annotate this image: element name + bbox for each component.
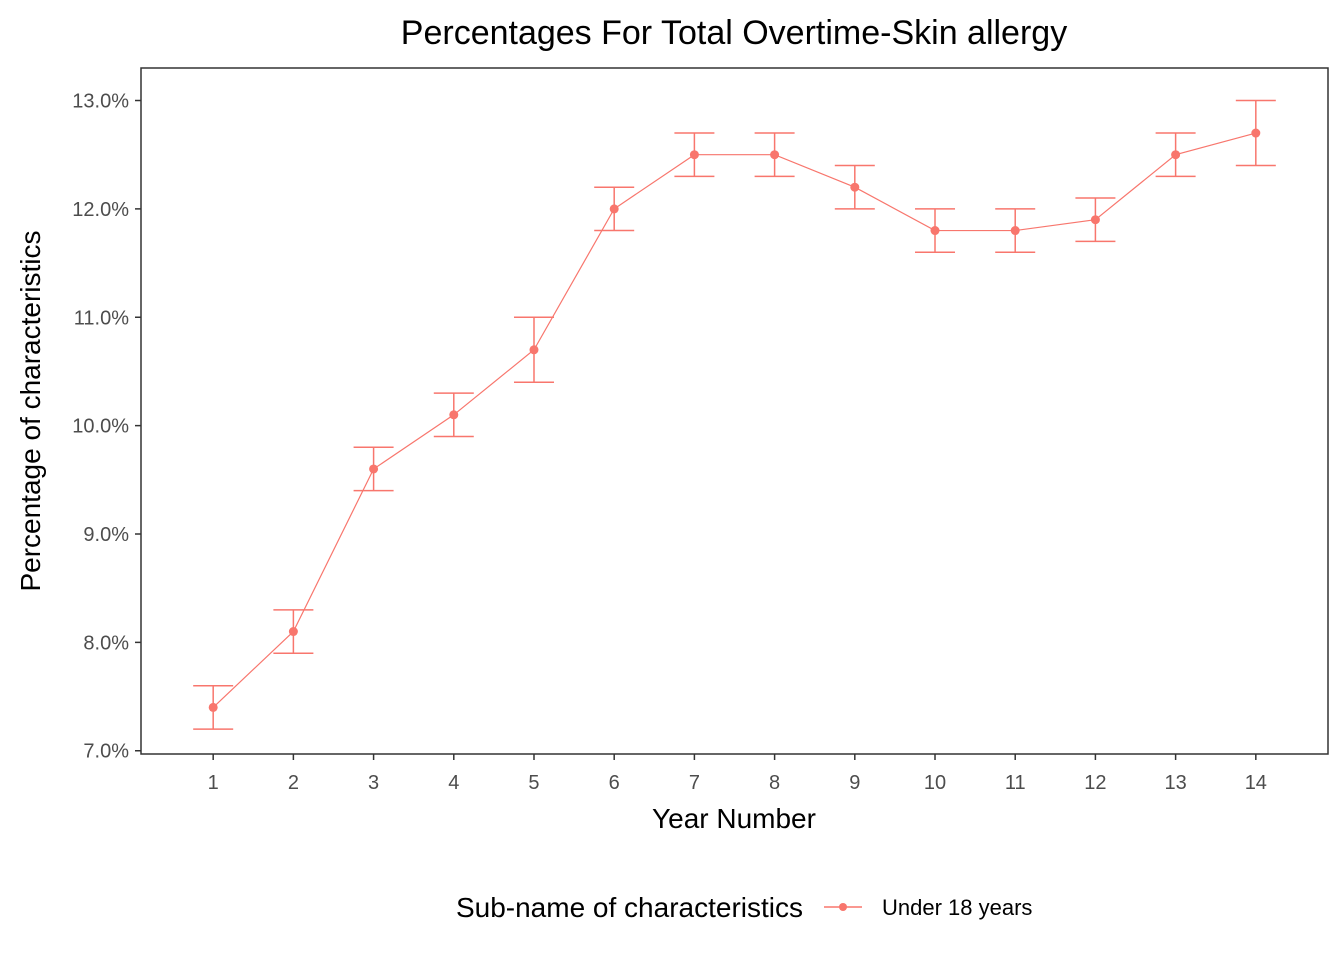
data-point (529, 345, 539, 355)
x-tick-label: 2 (288, 772, 299, 794)
data-point (1171, 150, 1181, 160)
legend: Sub-name of characteristics Under 18 yea… (456, 892, 1032, 923)
data-point (1251, 128, 1261, 138)
chart-title: Percentages For Total Overtime-Skin alle… (401, 14, 1067, 52)
data-point (1090, 215, 1100, 225)
data-point (288, 627, 298, 637)
y-axis-title: Percentage of characteristics (15, 230, 46, 591)
x-tick-label: 6 (609, 772, 620, 794)
y-tick-label: 11.0% (74, 307, 129, 329)
x-tick-label: 3 (368, 772, 379, 794)
x-tick-label: 9 (849, 772, 860, 794)
plot-panel (140, 67, 1329, 755)
x-tick-label: 7 (689, 772, 700, 794)
x-tick-label: 12 (1084, 772, 1106, 794)
data-point (1010, 226, 1020, 236)
y-tick-label: 8.0% (83, 632, 129, 654)
legend-title: Sub-name of characteristics (456, 892, 803, 923)
data-point (208, 702, 218, 712)
y-tick-label: 9.0% (83, 524, 129, 546)
y-tick-label: 13.0% (72, 91, 129, 113)
x-tick-label: 4 (448, 772, 459, 794)
x-tick-label: 14 (1245, 772, 1267, 794)
x-tick-label: 13 (1164, 772, 1186, 794)
x-tick-label: 1 (208, 772, 219, 794)
y-tick-label: 7.0% (83, 741, 129, 763)
data-point (449, 410, 459, 420)
y-axis: 7.0% 8.0% 9.0% 10.0% 11.0% 12.0% 13.0% (72, 91, 141, 763)
series-line (212, 132, 1256, 708)
x-tick-label: 8 (769, 772, 780, 794)
data-point (770, 150, 780, 160)
series-layer (193, 99, 1276, 730)
x-tick-label: 10 (924, 772, 946, 794)
x-axis: 1 2 3 4 5 6 7 8 9 10 11 12 13 14 (208, 754, 1267, 794)
legend-key-point (839, 903, 847, 911)
data-point (930, 226, 940, 236)
data-point (609, 204, 619, 214)
x-axis-title: Year Number (652, 803, 816, 834)
x-tick-label: 5 (528, 772, 539, 794)
data-point (369, 464, 379, 474)
y-tick-label: 12.0% (72, 199, 129, 221)
legend-label: Under 18 years (882, 895, 1032, 920)
x-tick-label: 11 (1005, 772, 1026, 794)
data-point (850, 182, 860, 192)
y-tick-label: 10.0% (72, 416, 129, 438)
data-point (689, 150, 699, 160)
